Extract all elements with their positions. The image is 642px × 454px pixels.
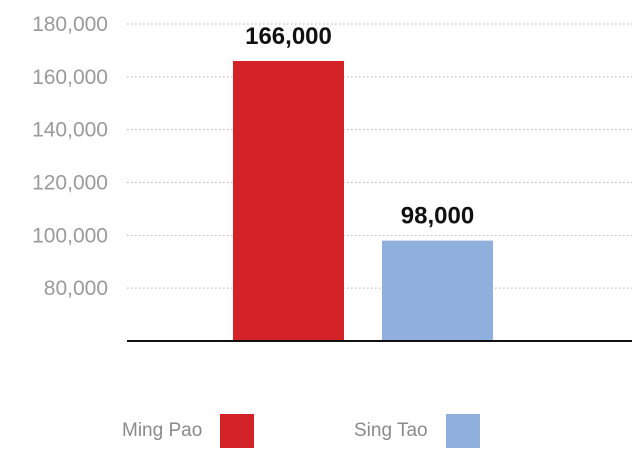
data-label: 98,000 bbox=[401, 203, 474, 230]
y-tick-label: 120,000 bbox=[32, 172, 108, 195]
bar-ming-pao bbox=[233, 60, 344, 341]
legend-label: Ming Pao bbox=[122, 420, 203, 441]
legend-swatch-sing-tao bbox=[445, 414, 480, 448]
data-label: 166,000 bbox=[245, 23, 332, 50]
y-tick-label: 140,000 bbox=[32, 119, 108, 142]
legend-item-ming-pao: Ming Pao bbox=[122, 414, 255, 448]
bars bbox=[233, 60, 493, 341]
y-tick-label: 160,000 bbox=[32, 66, 108, 89]
data-labels: 166,000 98,000 bbox=[245, 23, 474, 230]
y-axis-ticks: 80,000 100,000 120,000 140,000 160,000 180,00… bbox=[32, 13, 108, 300]
legend: Ming Pao Sing Tao bbox=[0, 414, 642, 454]
y-tick-label: 80,000 bbox=[44, 277, 108, 300]
legend-swatch-ming-pao bbox=[220, 414, 255, 448]
legend-item-sing-tao: Sing Tao bbox=[354, 414, 480, 448]
y-tick-label: 180,000 bbox=[32, 13, 108, 36]
y-tick-label: 100,000 bbox=[32, 224, 108, 247]
legend-label: Sing Tao bbox=[354, 420, 428, 441]
bar-chart: 80,000 100,000 120,000 140,000 160,000 180,00… bbox=[32, 13, 632, 342]
bar-sing-tao bbox=[382, 240, 493, 341]
gridlines bbox=[127, 23, 632, 289]
